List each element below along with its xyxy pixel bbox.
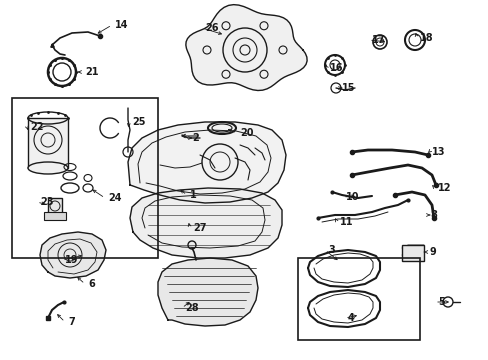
Bar: [297, 258, 419, 340]
Text: 26: 26: [204, 23, 218, 33]
Text: 5: 5: [437, 297, 444, 307]
Text: 9: 9: [429, 247, 436, 257]
Text: 3: 3: [327, 245, 334, 255]
Text: 23: 23: [40, 197, 53, 207]
Text: 13: 13: [431, 147, 445, 157]
Bar: [401, 245, 423, 261]
Text: 20: 20: [240, 128, 253, 138]
Text: 18: 18: [419, 33, 433, 43]
Text: 10: 10: [346, 192, 359, 202]
Text: 28: 28: [184, 303, 198, 313]
Bar: [12, 98, 158, 258]
Text: 2: 2: [192, 133, 198, 143]
Text: 17: 17: [371, 35, 385, 45]
Bar: [44, 212, 66, 220]
Polygon shape: [130, 188, 282, 258]
Ellipse shape: [28, 162, 68, 174]
Text: 1: 1: [190, 190, 196, 200]
Text: 27: 27: [193, 223, 206, 233]
Text: 7: 7: [68, 317, 75, 327]
Text: 14: 14: [115, 20, 128, 30]
Text: 6: 6: [88, 279, 95, 289]
Bar: [28, 118, 68, 168]
Text: 21: 21: [85, 67, 98, 77]
Text: 24: 24: [108, 193, 121, 203]
Polygon shape: [40, 232, 106, 278]
Polygon shape: [128, 122, 285, 203]
Text: 8: 8: [429, 210, 436, 220]
Text: 15: 15: [341, 83, 355, 93]
Text: 11: 11: [339, 217, 353, 227]
Text: 4: 4: [347, 313, 354, 323]
Text: 25: 25: [132, 117, 145, 127]
Bar: [48, 198, 62, 216]
Text: 12: 12: [437, 183, 450, 193]
Text: 22: 22: [30, 122, 43, 132]
Text: 16: 16: [329, 63, 343, 73]
Polygon shape: [185, 5, 306, 90]
Polygon shape: [158, 258, 258, 326]
Text: 19: 19: [65, 255, 79, 265]
